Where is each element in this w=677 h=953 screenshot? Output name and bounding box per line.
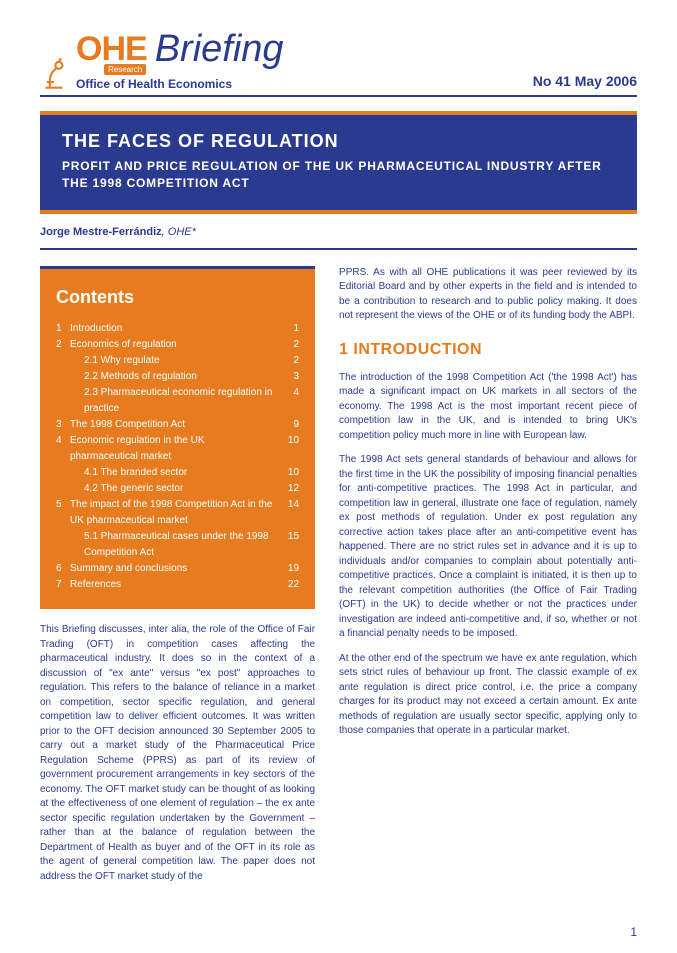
toc-page: 22 xyxy=(281,577,299,593)
toc-number: 6 xyxy=(56,561,70,577)
left-paragraph-1: This Briefing discusses, inter alia, the… xyxy=(40,623,315,884)
left-body-text: This Briefing discusses, inter alia, the… xyxy=(40,623,315,884)
toc-row: 7References22 xyxy=(56,577,299,593)
toc-title: The 1998 Competition Act xyxy=(70,417,281,433)
issue-label: No 41 May 2006 xyxy=(533,73,637,91)
toc-title: References xyxy=(70,577,281,593)
document-title: THE FACES OF REGULATION xyxy=(62,131,615,152)
toc-page: 9 xyxy=(281,417,299,433)
toc-title: The impact of the 1998 Competition Act i… xyxy=(70,497,281,529)
toc-title: 2.1 Why regulate xyxy=(84,353,281,369)
right-column: PPRS. As with all OHE publications it wa… xyxy=(339,266,637,895)
toc-page: 12 xyxy=(281,481,299,497)
toc-page: 2 xyxy=(281,353,299,369)
toc-row: 1Introduction1 xyxy=(56,321,299,337)
right-paragraph-0: PPRS. As with all OHE publications it wa… xyxy=(339,266,637,324)
toc-page: 10 xyxy=(281,465,299,481)
right-paragraph-3: At the other end of the spectrum we have… xyxy=(339,652,637,739)
title-band: THE FACES OF REGULATION PROFIT AND PRICE… xyxy=(40,111,637,214)
ohe-wordmark: OHE xyxy=(76,32,147,66)
org-name: Office of Health Economics xyxy=(76,77,232,91)
toc-page: 10 xyxy=(281,433,299,449)
toc-title: 2.3 Pharmaceutical economic regulation i… xyxy=(84,385,281,417)
toc-title: 2.2 Methods of regulation xyxy=(84,369,281,385)
toc-row: 2.2 Methods of regulation3 xyxy=(56,369,299,385)
toc-row: 2.3 Pharmaceutical economic regulation i… xyxy=(56,385,299,417)
toc-page: 3 xyxy=(281,369,299,385)
page-header: OHE Briefing Research Office of Health E… xyxy=(40,30,637,97)
toc-title: 4.1 The branded sector xyxy=(84,465,281,481)
toc-title: Economic regulation in the UK pharmaceut… xyxy=(70,433,281,465)
toc-number: 7 xyxy=(56,577,70,593)
toc-row: 5.1 Pharmaceutical cases under the 1998 … xyxy=(56,529,299,561)
toc-row: 4Economic regulation in the UK pharmaceu… xyxy=(56,433,299,465)
toc-title: 5.1 Pharmaceutical cases under the 1998 … xyxy=(84,529,281,561)
briefing-wordmark: Briefing xyxy=(155,30,284,68)
toc-number: 4 xyxy=(56,433,70,449)
toc-row: 2.1 Why regulate2 xyxy=(56,353,299,369)
right-paragraph-2: The 1998 Act sets general standards of b… xyxy=(339,453,637,642)
brand-block: OHE Briefing Research Office of Health E… xyxy=(40,30,284,91)
content-columns: Contents 1Introduction12Economics of reg… xyxy=(40,266,637,895)
toc-page: 19 xyxy=(281,561,299,577)
toc-page: 15 xyxy=(281,529,299,545)
toc-page: 4 xyxy=(281,385,299,401)
toc-page: 2 xyxy=(281,337,299,353)
toc-row: 4.1 The branded sector10 xyxy=(56,465,299,481)
toc-title: Summary and conclusions xyxy=(70,561,281,577)
toc-row: 6Summary and conclusions19 xyxy=(56,561,299,577)
right-body-text: PPRS. As with all OHE publications it wa… xyxy=(339,266,637,739)
document-subtitle: PROFIT AND PRICE REGULATION OF THE UK PH… xyxy=(62,158,615,192)
section-heading-introduction: 1 INTRODUCTION xyxy=(339,338,637,361)
toc-number: 5 xyxy=(56,497,70,513)
contents-box: Contents 1Introduction12Economics of reg… xyxy=(40,266,315,610)
toc-title: Economics of regulation xyxy=(70,337,281,353)
author-name: Jorge Mestre-Ferrándiz xyxy=(40,226,162,238)
right-paragraph-1: The introduction of the 1998 Competition… xyxy=(339,371,637,444)
microscope-icon xyxy=(40,55,68,91)
toc-row: 3The 1998 Competition Act9 xyxy=(56,417,299,433)
author-line: Jorge Mestre-Ferrándiz, OHE* xyxy=(40,226,637,250)
toc-row: 2Economics of regulation2 xyxy=(56,337,299,353)
toc-number: 2 xyxy=(56,337,70,353)
toc-title: Introduction xyxy=(70,321,281,337)
toc-row: 4.2 The generic sector12 xyxy=(56,481,299,497)
toc-page: 1 xyxy=(281,321,299,337)
toc-number: 3 xyxy=(56,417,70,433)
author-affiliation: , OHE* xyxy=(162,226,196,238)
toc-page: 14 xyxy=(281,497,299,513)
toc-row: 5The impact of the 1998 Competition Act … xyxy=(56,497,299,529)
contents-heading: Contents xyxy=(56,283,299,312)
research-badge: Research xyxy=(104,64,146,75)
logo-text-block: OHE Briefing Research Office of Health E… xyxy=(76,30,284,91)
left-column: Contents 1Introduction12Economics of reg… xyxy=(40,266,315,895)
toc-title: 4.2 The generic sector xyxy=(84,481,281,497)
toc-list: 1Introduction12Economics of regulation22… xyxy=(56,321,299,593)
toc-number: 1 xyxy=(56,321,70,337)
page-number: 1 xyxy=(630,925,637,939)
